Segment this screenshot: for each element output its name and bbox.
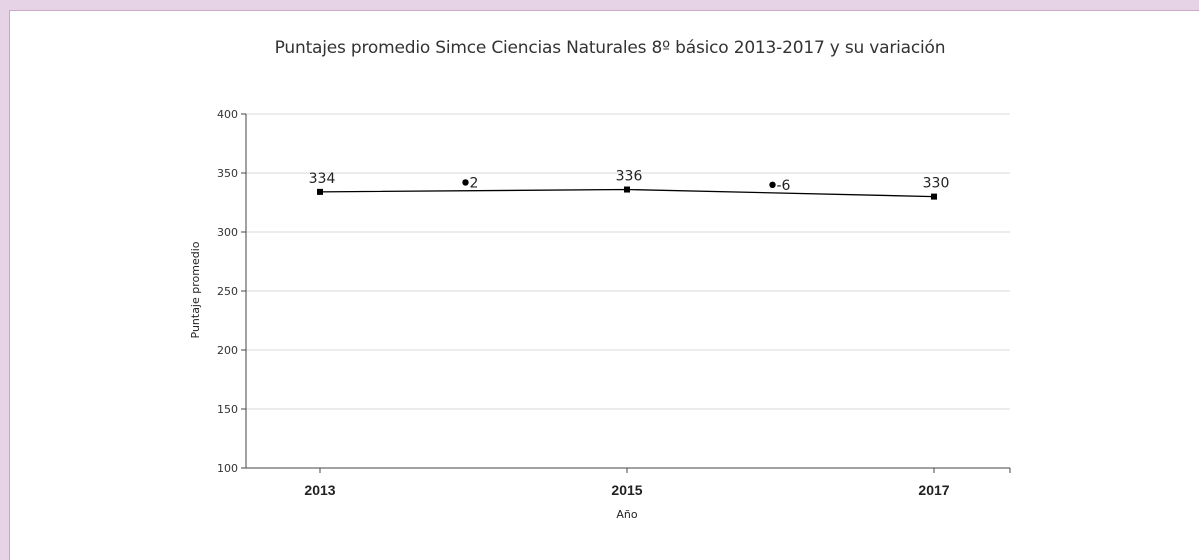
data-label: 336 (616, 169, 643, 185)
y-tick-label: 400 (217, 108, 238, 121)
data-point-marker (931, 193, 937, 200)
data-label: 330 (923, 176, 950, 192)
x-tick-label: 2015 (611, 482, 642, 498)
y-tick-label: 200 (217, 344, 238, 357)
axis-layer: 100 150 200 250 300 350 400 2013 2015 2017 (217, 108, 1011, 498)
y-tick-label: 250 (217, 285, 238, 298)
y-tick-label: 350 (217, 167, 238, 180)
x-tick-label: 2013 (304, 482, 335, 498)
data-point-marker (624, 186, 630, 193)
x-tick-label: 2017 (918, 482, 949, 498)
data-point-marker (317, 188, 323, 195)
y-tick-label: 150 (217, 403, 238, 416)
grid-layer (246, 113, 1010, 410)
data-label: 334 (309, 171, 336, 187)
y-axis-label: Puntaje promedio (189, 241, 202, 338)
variation-label: 2 (470, 175, 479, 191)
variation-marker (769, 181, 776, 188)
variation-marker (462, 179, 469, 186)
chart-title: Puntajes promedio Simce Ciencias Natural… (274, 38, 946, 58)
variation-label: -6 (777, 178, 791, 194)
y-tick-label: 300 (217, 226, 238, 239)
x-axis-label: Año (616, 508, 637, 521)
series-layer: 334 336 330 2 -6 (309, 169, 950, 200)
y-tick-label: 100 (217, 462, 238, 475)
